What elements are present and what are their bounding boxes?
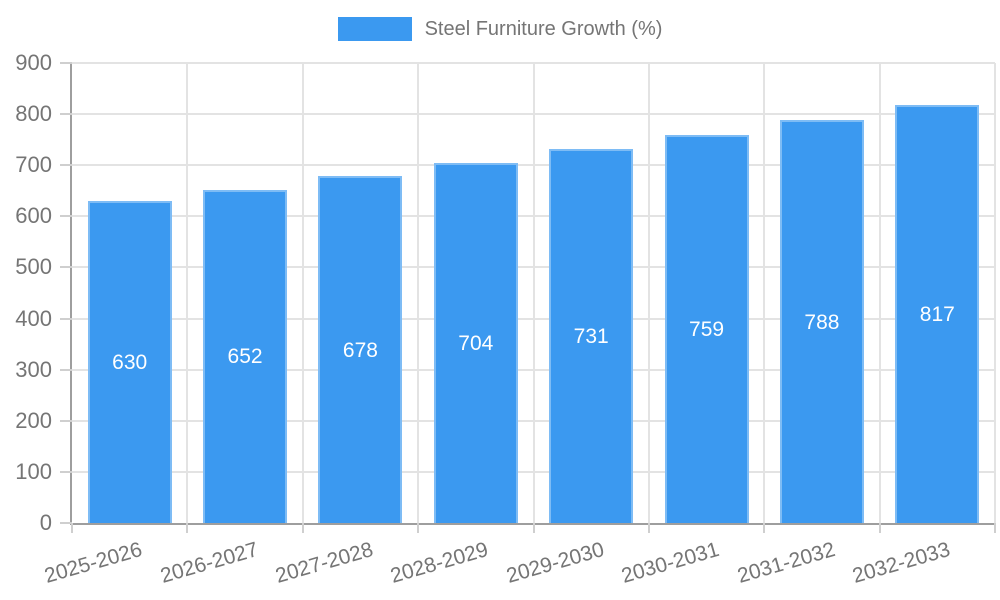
bar[interactable]: 630 [87, 201, 172, 523]
y-axis-tick-label: 400 [15, 305, 52, 331]
y-axis-tick-label: 200 [15, 407, 52, 433]
v-gridline [532, 63, 535, 523]
x-axis-tick-label: 2032-2033 [849, 538, 953, 588]
v-gridline [647, 63, 650, 523]
x-axis-tick-label: 2025-2026 [42, 538, 146, 588]
x-axis-tick [763, 523, 766, 533]
y-axis-tick-label: 0 [39, 510, 52, 535]
y-axis-tick [60, 113, 72, 116]
bar-value-label: 788 [804, 310, 840, 334]
v-gridline [417, 63, 420, 523]
x-axis-tick [532, 523, 535, 533]
x-axis-tick-label: 2031-2032 [734, 538, 838, 588]
x-axis-tick [71, 523, 73, 533]
y-axis-tick [60, 164, 72, 167]
y-axis-tick [60, 215, 72, 218]
y-axis-tick [60, 470, 72, 473]
plot-area: 630 652 678 704 731 759 788 817 [60, 62, 996, 533]
v-gridline [301, 63, 304, 523]
bar-value-label: 630 [112, 351, 148, 374]
bar[interactable]: 788 [779, 120, 864, 523]
bar[interactable]: 759 [664, 135, 749, 523]
bar-value-label: 817 [919, 303, 955, 327]
bar-value-label: 759 [689, 318, 725, 342]
legend-label: Steel Furniture Growth (%) [424, 18, 663, 40]
x-axis-tick-label: 2030-2031 [619, 538, 722, 588]
bar-value-label: 731 [573, 325, 609, 349]
bar[interactable]: 817 [895, 105, 980, 523]
x-axis-labels: 2025-2026 2026-2027 2027-2028 2028-2029 2029… [42, 525, 993, 600]
v-gridline [186, 63, 189, 523]
x-axis-tick [647, 523, 650, 533]
bar-value-label: 678 [342, 338, 378, 362]
y-axis-tick-label: 800 [15, 101, 52, 127]
x-axis-tick [994, 523, 996, 533]
x-axis-tick-label: 2027-2028 [272, 538, 376, 588]
x-axis-tick [417, 523, 420, 533]
v-gridline [878, 63, 881, 523]
bar-value-label: 704 [458, 332, 494, 356]
y-axis-tick-label: 300 [15, 356, 52, 382]
y-axis-tick [60, 62, 72, 64]
y-axis-tick-label: 500 [15, 254, 52, 280]
y-axis-tick [60, 317, 72, 320]
bar-value-label: 652 [227, 345, 263, 369]
bar[interactable]: 652 [203, 189, 288, 523]
x-axis-tick-label: 2026-2027 [157, 538, 261, 588]
x-axis-tick [301, 523, 304, 533]
x-axis-tick [186, 523, 189, 533]
v-gridline [763, 63, 766, 523]
y-axis-tick-label: 100 [15, 458, 52, 484]
x-axis-tick-label: 2029-2030 [503, 538, 607, 588]
y-axis-labels: 0 100 200 300 400 500 600 700 800 900 [0, 52, 56, 534]
bar[interactable]: 678 [318, 176, 403, 523]
y-axis-tick-label: 900 [15, 50, 52, 75]
y-axis-tick-label: 600 [15, 203, 52, 229]
v-gridline [994, 63, 996, 523]
chart-legend[interactable]: Steel Furniture Growth (%) [0, 17, 1000, 41]
bar[interactable]: 704 [433, 163, 518, 523]
y-axis-tick-label: 700 [15, 152, 52, 178]
x-axis-tick-label: 2028-2029 [388, 538, 492, 588]
y-axis-tick [60, 368, 72, 371]
y-axis-tick [60, 522, 72, 524]
y-axis-tick [60, 419, 72, 422]
x-axis-tick [878, 523, 881, 533]
legend-swatch [337, 17, 412, 41]
bar[interactable]: 731 [549, 149, 634, 523]
y-axis-tick [60, 266, 72, 269]
